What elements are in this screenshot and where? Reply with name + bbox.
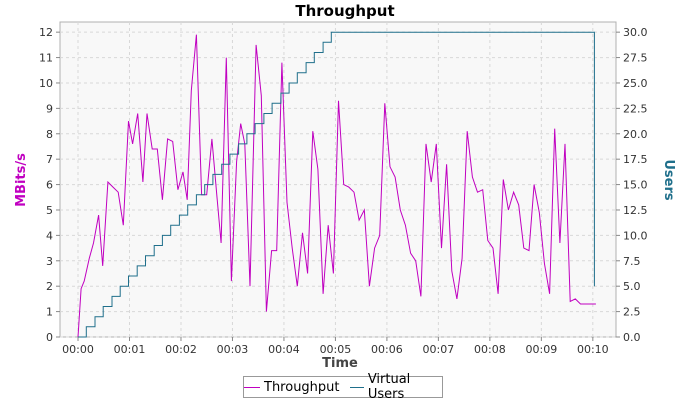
y-tick-label: 10 [39, 77, 53, 90]
x-tick-label: 00:06 [371, 343, 403, 356]
x-tick-label: 00:07 [423, 343, 455, 356]
x-tick-label: 00:02 [165, 343, 197, 356]
y-tick-label: 5 [46, 204, 53, 217]
y-tick-label: 6 [46, 179, 53, 192]
y-tick-label: 0 [46, 331, 53, 344]
y2-tick-label: 22.5 [623, 102, 648, 115]
y-axis-label: MBits/s [14, 153, 29, 207]
legend-swatch-throughput [244, 386, 260, 388]
y2-tick-label: 25.0 [623, 77, 648, 90]
y2-tick-label: 17.5 [623, 153, 648, 166]
y-tick-label: 11 [39, 52, 53, 65]
y2-tick-label: 7.5 [623, 255, 641, 268]
right-y-axis: 0.0 2.5 5.0 7.5 10.0 12.5 15.0 17.5 20.0 22.5 25.0… [616, 26, 648, 344]
y-tick-label: 8 [46, 128, 53, 141]
y2-tick-label: 27.5 [623, 52, 648, 65]
legend-label-virtual-users: Virtual Users [367, 372, 411, 402]
x-tick-label: 00:01 [114, 343, 146, 356]
y-tick-label: 3 [46, 255, 53, 268]
x-tick-label: 00:10 [577, 343, 609, 356]
series-layer [77, 31, 596, 338]
legend: Throughput Virtual Users [243, 372, 443, 402]
y-tick-label: 9 [46, 102, 53, 115]
legend-label-throughput: Throughput [264, 379, 340, 395]
y2-tick-label: 15.0 [623, 179, 648, 192]
y2-tick-label: 20.0 [623, 128, 648, 141]
x-tick-label: 00:04 [268, 343, 300, 356]
x-tick-label: 00:03 [217, 343, 249, 356]
x-tick-label: 00:09 [526, 343, 558, 356]
y-tick-label: 12 [39, 26, 53, 39]
legend-swatch-virtual-users [349, 386, 364, 388]
y2-tick-label: 5.0 [623, 280, 641, 293]
series-line-virtual-users [78, 31, 595, 338]
y2-tick-label: 10.0 [623, 229, 648, 242]
x-tick-label: 00:08 [474, 343, 506, 356]
x-tick-label: 00:00 [62, 343, 94, 356]
series-line-throughput [77, 34, 596, 338]
x-axis-label: Time [322, 356, 358, 371]
chart-title: Throughput [295, 2, 394, 20]
y-tick-label: 2 [46, 280, 53, 293]
y2-axis-label: Users [661, 159, 676, 201]
y-tick-label: 1 [46, 306, 53, 319]
legend-item-throughput: Throughput [244, 380, 340, 395]
plot-area [59, 21, 617, 338]
x-tick-label: 00:05 [320, 343, 352, 356]
x-axis: 00:00 00:01 00:02 00:03 00:04 00:05 00:06 00:07… [62, 337, 609, 356]
y2-tick-label: 0.0 [623, 331, 641, 344]
y2-tick-label: 30.0 [623, 26, 648, 39]
y2-tick-label: 12.5 [623, 204, 648, 217]
y-tick-label: 4 [46, 229, 53, 242]
y-tick-label: 7 [46, 153, 53, 166]
y2-tick-label: 2.5 [623, 306, 641, 319]
legend-item-virtual-users: Virtual Users [349, 372, 442, 402]
